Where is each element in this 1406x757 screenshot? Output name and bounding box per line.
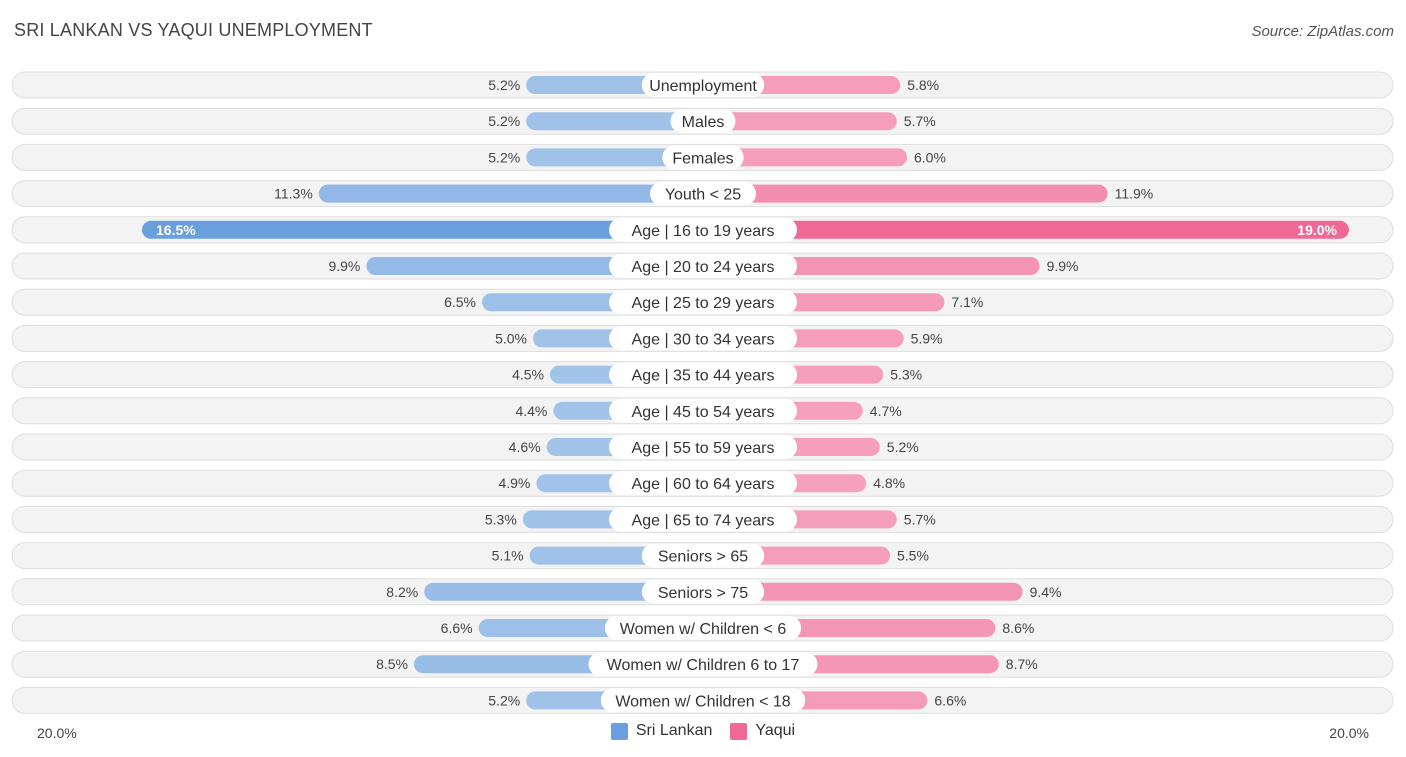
- axis-left-label: 20.0%: [37, 725, 77, 741]
- value-label-yaqui: 5.2%: [887, 439, 919, 455]
- category-label: Males: [682, 114, 725, 131]
- category-pill: [609, 507, 797, 532]
- value-label-sri-lankan: 4.9%: [498, 475, 530, 491]
- bar-sri-lankan: [142, 220, 703, 239]
- category-pill: [641, 579, 765, 604]
- value-label-sri-lankan: 9.9%: [328, 258, 360, 274]
- value-label-yaqui: 9.9%: [1047, 258, 1079, 274]
- category-label: Age | 25 to 29 years: [632, 295, 775, 312]
- category-pill: [609, 435, 797, 459]
- category-pill: [588, 652, 818, 677]
- value-label-yaqui: 8.6%: [1002, 620, 1034, 636]
- value-label-yaqui: 7.1%: [951, 294, 983, 310]
- category-pill: [641, 543, 765, 568]
- value-label-yaqui: 5.8%: [907, 77, 939, 93]
- bar-yaqui: [703, 148, 907, 167]
- value-label-yaqui: 4.7%: [870, 403, 902, 419]
- legend: Sri Lankan Yaqui: [0, 722, 1406, 740]
- value-label-sri-lankan: 5.0%: [495, 330, 527, 346]
- category-pill: [609, 398, 797, 423]
- category-pill: [641, 73, 765, 97]
- bar-yaqui: [703, 582, 1023, 601]
- value-label-sri-lankan: 5.2%: [488, 77, 520, 93]
- category-pill: [609, 471, 797, 496]
- legend-item-yaqui[interactable]: Yaqui: [730, 722, 795, 740]
- category-label: Women w/ Children < 6: [620, 621, 787, 638]
- value-label-sri-lankan: 4.4%: [515, 403, 547, 419]
- chart: 5.2% 5.8% Unemployment 5.2% 5.7% Males 5.2% 6.0…: [11, 71, 1394, 714]
- category-pill: [609, 217, 797, 242]
- value-label-yaqui: 6.6%: [934, 692, 966, 708]
- value-label-yaqui: 5.7%: [904, 113, 936, 129]
- value-label-sri-lankan: 11.3%: [274, 186, 313, 202]
- value-label-yaqui: 8.7%: [1006, 656, 1038, 672]
- value-label-sri-lankan: 6.5%: [444, 294, 476, 310]
- category-label: Age | 35 to 44 years: [632, 368, 775, 385]
- value-label-sri-lankan: 8.2%: [386, 584, 418, 600]
- value-label-sri-lankan: 5.2%: [488, 149, 520, 165]
- bar-yaqui: [703, 220, 1349, 239]
- category-label: Seniors > 65: [658, 549, 748, 566]
- category-label: Women w/ Children < 18: [615, 693, 790, 710]
- value-label-sri-lankan: 5.2%: [488, 692, 520, 708]
- value-label-sri-lankan: 4.6%: [509, 439, 541, 455]
- category-label: Seniors > 75: [658, 585, 748, 602]
- legend-label-yaqui: Yaqui: [755, 722, 796, 739]
- category-pill: [662, 145, 744, 170]
- value-label-yaqui: 5.5%: [897, 548, 929, 564]
- category-label: Age | 16 to 19 years: [632, 223, 775, 240]
- value-label-yaqui: 5.7%: [904, 511, 936, 527]
- value-label-yaqui: 19.0%: [1297, 222, 1337, 238]
- value-label-sri-lankan: 4.5%: [512, 367, 544, 383]
- category-pill: [650, 181, 756, 206]
- bar-sri-lankan: [526, 112, 703, 131]
- bar-yaqui: [703, 112, 897, 131]
- category-label: Age | 55 to 59 years: [632, 440, 775, 457]
- value-label-sri-lankan: 5.1%: [492, 548, 524, 564]
- legend-swatch-yaqui: [730, 722, 748, 740]
- value-label-sri-lankan: 5.3%: [485, 511, 517, 527]
- category-pill: [609, 290, 797, 315]
- category-pill: [670, 109, 736, 134]
- category-label: Age | 30 to 34 years: [632, 331, 775, 348]
- value-label-sri-lankan: 16.5%: [156, 222, 196, 238]
- category-pill: [609, 362, 797, 387]
- category-label: Age | 60 to 64 years: [632, 476, 775, 493]
- bar-sri-lankan: [526, 148, 703, 167]
- value-label-yaqui: 5.9%: [911, 330, 943, 346]
- value-label-yaqui: 11.9%: [1115, 186, 1154, 202]
- category-label: Age | 65 to 74 years: [632, 512, 775, 529]
- category-label: Age | 20 to 24 years: [632, 259, 775, 276]
- source-label: Source: ZipAtlas.com: [1251, 23, 1394, 40]
- category-pill: [609, 254, 797, 278]
- axis-right-label: 20.0%: [1329, 725, 1369, 741]
- category-label: Unemployment: [649, 78, 757, 95]
- category-pill: [604, 616, 802, 640]
- bar-sri-lankan: [424, 582, 703, 601]
- legend-item-sri-lankan[interactable]: Sri Lankan: [610, 722, 713, 740]
- category-label: Youth < 25: [665, 187, 741, 204]
- bar-sri-lankan: [318, 184, 703, 203]
- value-label-sri-lankan: 6.6%: [441, 620, 473, 636]
- category-label: Females: [672, 150, 733, 167]
- bar-yaqui: [703, 184, 1108, 203]
- category-pill: [600, 688, 806, 713]
- category-pill: [609, 326, 797, 351]
- value-label-sri-lankan: 5.2%: [488, 113, 520, 129]
- chart-title: SRI LANKAN VS YAQUI UNEMPLOYMENT: [14, 20, 373, 40]
- legend-label-sri-lankan: Sri Lankan: [635, 722, 713, 739]
- value-label-yaqui: 9.4%: [1030, 584, 1062, 600]
- value-label-sri-lankan: 8.5%: [376, 656, 408, 672]
- category-label: Age | 45 to 54 years: [632, 404, 775, 421]
- legend-swatch-sri-lankan: [610, 722, 628, 740]
- value-label-yaqui: 6.0%: [914, 149, 946, 165]
- value-label-yaqui: 4.8%: [873, 475, 905, 491]
- value-label-yaqui: 5.3%: [890, 367, 922, 383]
- category-label: Women w/ Children 6 to 17: [607, 657, 800, 674]
